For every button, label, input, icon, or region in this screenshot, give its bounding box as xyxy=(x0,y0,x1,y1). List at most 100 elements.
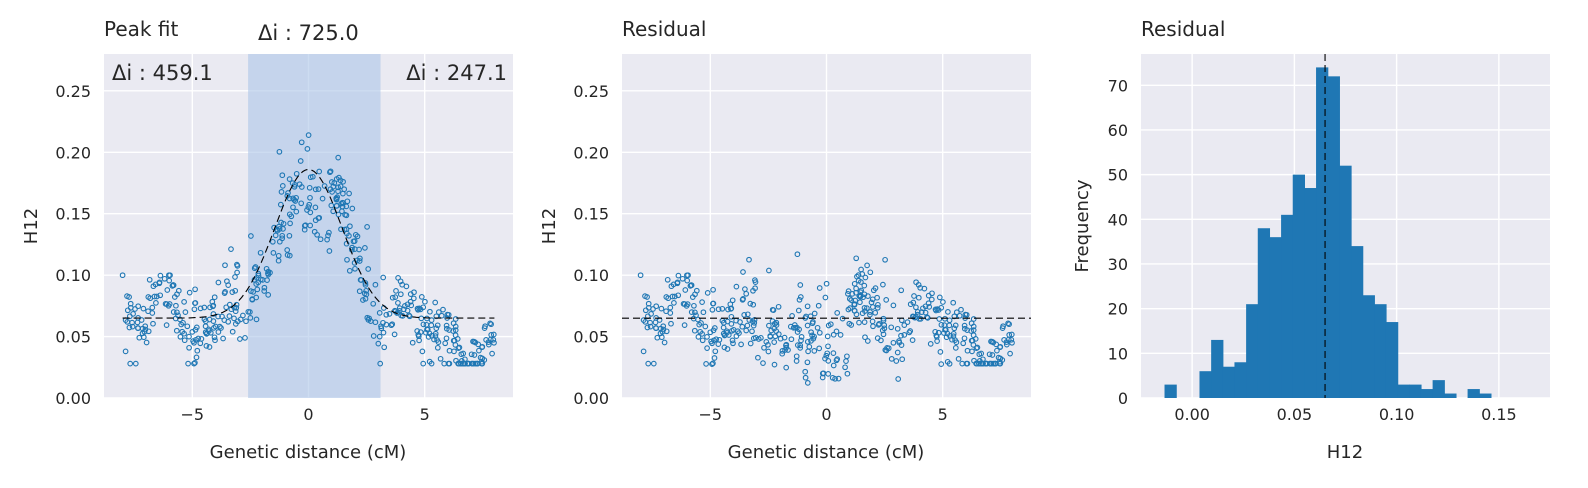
data-point xyxy=(970,316,977,322)
data-point xyxy=(773,322,780,328)
data-point xyxy=(378,325,385,332)
data-point xyxy=(804,359,811,366)
data-point xyxy=(377,360,384,367)
data-point xyxy=(286,176,293,182)
data-point xyxy=(347,223,353,230)
data-point xyxy=(364,314,371,321)
data-point xyxy=(249,296,256,303)
data-point xyxy=(895,376,902,382)
data-point xyxy=(435,309,442,315)
data-point xyxy=(1005,320,1011,327)
data-point xyxy=(844,370,851,377)
ticks-peak-fit: −5 0 5 0.00 0.05 0.10 0.15 0.20 0.25 xyxy=(55,82,429,424)
histogram-bar xyxy=(1409,384,1422,398)
data-point xyxy=(974,344,981,351)
data-point xyxy=(426,330,433,337)
data-point xyxy=(955,356,962,362)
x-axis-label-residual-histogram: H12 xyxy=(1327,442,1363,463)
data-point xyxy=(833,357,840,364)
data-point xyxy=(189,329,196,335)
data-point xyxy=(206,344,213,350)
data-point xyxy=(186,289,193,296)
data-point xyxy=(893,358,900,364)
data-point xyxy=(349,205,356,212)
data-point xyxy=(164,287,171,293)
data-point xyxy=(988,338,994,345)
data-point xyxy=(319,195,326,202)
data-point xyxy=(845,290,851,297)
data-point xyxy=(192,300,199,306)
data-point xyxy=(343,240,350,247)
panel-peak-fit: −5 0 5 0.00 0.05 0.10 0.15 0.20 0.25 Peak fit Ge… xyxy=(21,17,513,463)
data-point xyxy=(460,350,467,357)
data-point xyxy=(343,212,350,219)
data-point xyxy=(711,325,718,331)
data-point xyxy=(709,340,715,347)
data-point xyxy=(872,285,879,291)
data-point xyxy=(197,305,204,312)
data-point xyxy=(485,341,492,348)
data-point xyxy=(337,177,344,184)
points-peak-fit xyxy=(119,132,497,367)
data-point xyxy=(264,277,270,283)
data-point xyxy=(151,293,158,300)
data-point xyxy=(865,293,871,299)
data-point xyxy=(797,294,804,300)
data-point xyxy=(403,283,410,290)
ticks-residual-histogram: 0.00 0.05 0.10 0.15 0 10 20 30 40 50 60 70 xyxy=(1108,76,1517,424)
data-point xyxy=(699,331,705,337)
data-point xyxy=(437,355,444,362)
data-point xyxy=(170,309,177,315)
data-point xyxy=(848,322,855,328)
data-point xyxy=(276,148,283,155)
data-point xyxy=(937,349,944,355)
data-point xyxy=(938,321,945,328)
data-point xyxy=(970,327,977,333)
gridlines-residual-scatter xyxy=(622,54,1031,399)
data-point xyxy=(456,344,463,351)
data-point xyxy=(755,336,762,342)
data-point xyxy=(733,333,740,339)
data-point xyxy=(391,331,398,338)
data-point xyxy=(210,318,217,324)
data-point xyxy=(185,360,191,367)
data-point xyxy=(443,325,450,332)
data-point xyxy=(380,329,387,336)
data-point xyxy=(827,321,834,328)
data-point xyxy=(354,233,361,240)
data-point xyxy=(820,370,827,377)
data-point xyxy=(804,338,811,345)
data-point xyxy=(793,358,800,364)
data-point xyxy=(487,320,493,327)
data-point xyxy=(858,279,864,285)
data-point xyxy=(416,337,422,344)
data-point xyxy=(952,322,959,329)
data-point xyxy=(349,244,355,251)
data-point xyxy=(798,337,804,344)
data-point xyxy=(202,329,209,336)
data-point xyxy=(124,293,130,299)
fit-curve xyxy=(122,168,495,319)
data-point xyxy=(325,232,331,239)
data-point xyxy=(867,311,873,318)
data-point xyxy=(642,293,648,299)
data-point xyxy=(250,289,257,295)
data-point xyxy=(725,306,731,313)
data-point xyxy=(370,333,377,339)
data-point xyxy=(357,255,363,262)
data-point xyxy=(816,285,823,291)
data-point xyxy=(432,299,439,306)
data-point xyxy=(1009,339,1015,346)
data-point xyxy=(178,321,185,328)
data-point xyxy=(380,319,386,326)
data-point xyxy=(145,308,151,315)
data-point xyxy=(647,323,654,330)
data-point xyxy=(326,229,332,236)
data-point xyxy=(376,333,383,340)
data-point xyxy=(773,328,780,334)
data-point xyxy=(728,313,735,320)
data-point xyxy=(396,305,403,311)
data-point xyxy=(215,313,221,320)
data-point xyxy=(853,285,859,292)
data-point xyxy=(422,298,428,305)
